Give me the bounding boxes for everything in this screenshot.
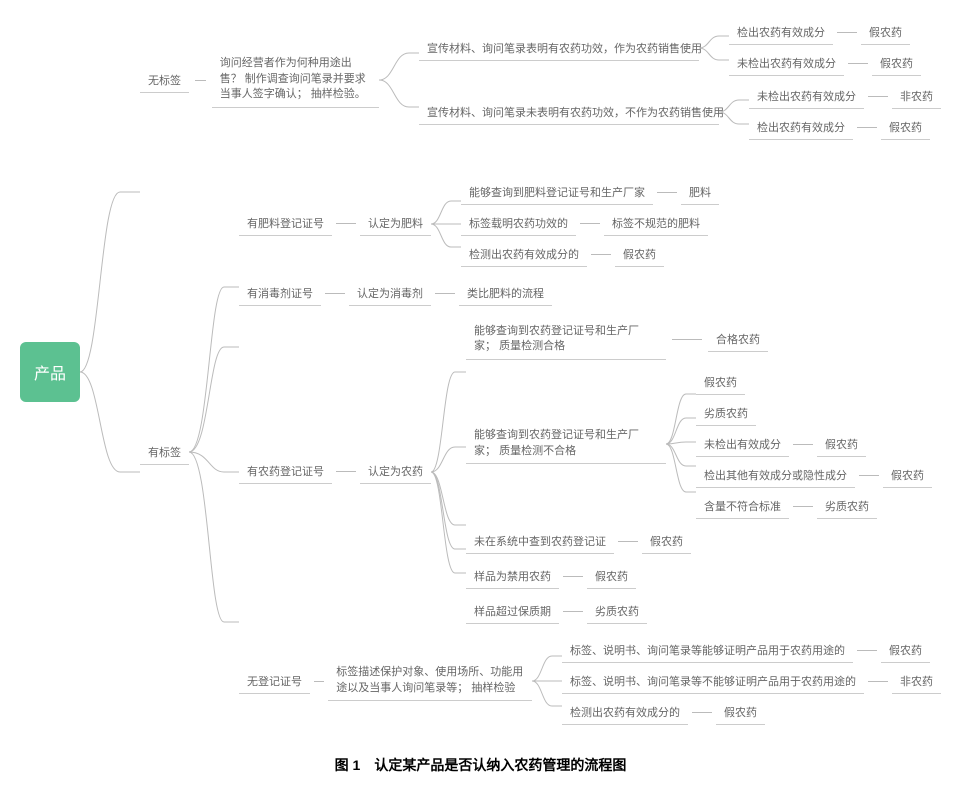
leaf: 非农药 <box>892 84 941 109</box>
leaf: 假农药 <box>587 564 636 589</box>
leaf: 假农药 <box>881 638 930 663</box>
b2-sub: 有肥料登记证号 认定为肥料 能够查询到肥料登记证号和生产厂家 肥料 标签载明农药功… <box>239 180 941 725</box>
leaf: 标签、说明书、询问笔录等不能够证明产品用于农药用途的 <box>562 669 864 694</box>
leaf: 类比肥料的流程 <box>459 281 552 306</box>
connector-b2c3l2 <box>666 384 696 504</box>
leaf: 假农药 <box>716 700 765 725</box>
leaf: 假农药 <box>872 51 921 76</box>
connector-b2 <box>189 252 239 652</box>
leaf: 含量不符合标准 <box>696 494 789 519</box>
leaf: 非农药 <box>892 669 941 694</box>
connector-b1 <box>379 35 419 125</box>
leaf: 未检出农药有效成分 <box>729 51 844 76</box>
leaf: 肥料 <box>681 180 719 205</box>
leaf: 样品为禁用农药 <box>466 564 559 589</box>
node-b2c1: 有肥料登记证号 <box>239 211 332 236</box>
leaf: 假农药 <box>696 370 745 395</box>
leaf: 检出农药有效成分 <box>749 115 853 140</box>
leaf: 假农药 <box>861 20 910 45</box>
leaf: 劣质农药 <box>696 401 756 426</box>
leaf: 假农药 <box>817 432 866 457</box>
leaf: 标签、说明书、询问笔录等能够证明产品用于农药用途的 <box>562 638 853 663</box>
node-no-label: 无标签 <box>140 68 189 93</box>
leaf: 能够查询到农药登记证号和生产厂家； 质量检测不合格 <box>466 424 666 464</box>
leaf: 合格农药 <box>708 327 768 352</box>
leaf: 假农药 <box>881 115 930 140</box>
figure-caption: 图 1 认定某产品是否认纳入农药管理的流程图 <box>20 755 941 775</box>
node-b2c3: 有农药登记证号 <box>239 459 332 484</box>
leaf: 检出农药有效成分 <box>729 20 833 45</box>
node-b2c2d: 认定为消毒剂 <box>349 281 431 306</box>
leaf: 标签不规范的肥料 <box>604 211 708 236</box>
node-b2c4: 无登记证号 <box>239 669 310 694</box>
node-b2c2: 有消毒剂证号 <box>239 281 321 306</box>
node-no-label-desc: 询问经营者作为何种用途出售？ 制作调查询问笔录并要求当事人签字确认； 抽样检验。 <box>212 52 379 107</box>
leaf: 劣质农药 <box>587 599 647 624</box>
node-b2c4d: 标签描述保护对象、使用场所、功能用途以及当事人询问笔录等； 抽样检验 <box>328 661 532 701</box>
leaf: 假农药 <box>615 242 664 267</box>
b1-sub: 宣传材料、询问笔录表明有农药功效，作为农药销售使用 检出农药有效成分假农药 未检… <box>419 20 941 140</box>
node-has-label: 有标签 <box>140 440 189 465</box>
leaf: 假农药 <box>883 463 932 488</box>
leaf: 样品超过保质期 <box>466 599 559 624</box>
flowchart-diagram: 产品 无标签 询问经营者作为何种用途出售？ 制作调查询问笔录并要求当事人签字确认… <box>20 20 941 725</box>
leaf: 能够查询到肥料登记证号和生产厂家 <box>461 180 653 205</box>
leaf: 未检出有效成分 <box>696 432 789 457</box>
leaf: 假农药 <box>642 529 691 554</box>
leaf: 检测出农药有效成分的 <box>562 700 688 725</box>
connector-b2c1 <box>431 191 461 257</box>
connector-root <box>80 112 140 632</box>
leaf: 检测出农药有效成分的 <box>461 242 587 267</box>
leaf: 能够查询到农药登记证号和生产厂家； 质量检测合格 <box>466 320 666 360</box>
leaf: 未在系统中查到农药登记证 <box>466 529 614 554</box>
branch-has-label: 有标签 有肥料登记证号 认定为肥料 <box>140 180 941 725</box>
node-b1c1: 宣传材料、询问笔录表明有农药功效，作为农药销售使用 <box>419 36 699 61</box>
node-b2c3d: 认定为农药 <box>360 459 431 484</box>
leaf: 未检出农药有效成分 <box>749 84 864 109</box>
connector-b1c1 <box>699 26 729 70</box>
leaf: 劣质农药 <box>817 494 877 519</box>
connector-b2c3 <box>431 357 466 587</box>
root-node: 产品 <box>20 342 80 402</box>
connector-b2c4 <box>532 646 562 716</box>
branch-no-label: 无标签 询问经营者作为何种用途出售？ 制作调查询问笔录并要求当事人签字确认； 抽… <box>140 20 941 140</box>
connector-b1c2 <box>719 90 749 134</box>
level1-branches: 无标签 询问经营者作为何种用途出售？ 制作调查询问笔录并要求当事人签字确认； 抽… <box>140 20 941 725</box>
node-b1c2: 宣传材料、询问笔录未表明有农药功效，不作为农药销售使用 <box>419 100 719 125</box>
node-b2c1d: 认定为肥料 <box>360 211 431 236</box>
leaf: 标签载明农药功效的 <box>461 211 576 236</box>
leaf: 检出其他有效成分或隐性成分 <box>696 463 855 488</box>
